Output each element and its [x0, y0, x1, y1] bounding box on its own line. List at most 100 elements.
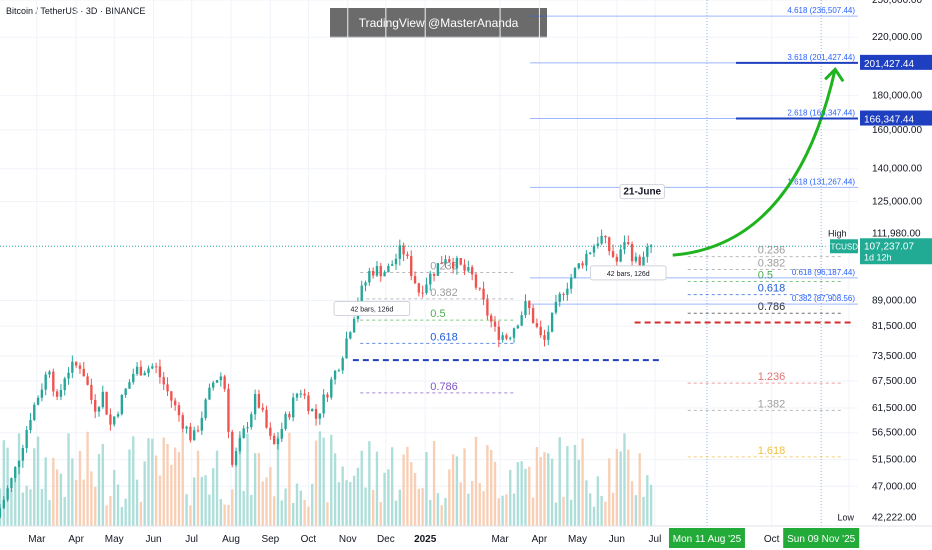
volume-bar: [116, 484, 120, 526]
volume-bar: [59, 473, 63, 526]
price-axis-tick: 220,000.00: [872, 32, 922, 43]
candle-body: [40, 389, 44, 398]
time-axis-tick: Jul: [185, 534, 198, 545]
candle-body: [10, 478, 13, 489]
high-marker-value: 111,980.00: [872, 229, 921, 240]
volume-bar: [490, 449, 493, 526]
candle-body: [97, 407, 101, 412]
volume-bar: [421, 488, 424, 526]
volume-bar: [82, 479, 85, 526]
price-axis-tick: 160,000.00: [872, 125, 922, 136]
candle-body: [94, 399, 97, 412]
candle-body: [181, 415, 184, 429]
candle-body: [173, 400, 177, 406]
chart-annotation: 42 bars, 126d: [589, 265, 667, 281]
volume-bar: [451, 454, 455, 526]
volume-bar: [265, 477, 268, 526]
candle-body: [520, 315, 523, 326]
candle-body: [531, 308, 535, 324]
price-axis-tick: 56,500.00: [872, 428, 917, 439]
candle-body: [158, 366, 162, 378]
volume-bar: [74, 479, 78, 526]
volume-bar: [94, 486, 97, 526]
volume-bar: [154, 455, 158, 526]
candle-body: [490, 315, 493, 322]
volume-bar: [21, 492, 25, 526]
candle-body: [425, 284, 428, 294]
volume-bar: [383, 472, 386, 526]
candle-body: [398, 245, 401, 259]
time-axis-tick: Apr: [68, 534, 84, 545]
volume-bar: [608, 458, 611, 526]
volume-bar: [246, 433, 249, 526]
price-axis-tick: 47,000.00: [872, 481, 917, 492]
candle-body: [562, 293, 565, 295]
volume-bar: [318, 431, 322, 526]
candle-body: [295, 393, 299, 398]
candle-body: [33, 404, 36, 421]
volume-bar: [364, 487, 367, 526]
candle-body: [151, 366, 154, 369]
volume-bar: [330, 434, 333, 526]
volume-bar: [448, 469, 451, 526]
volume-bar: [101, 443, 104, 526]
volume-bar: [25, 485, 28, 526]
price-axis-tick: 67,500.00: [872, 376, 917, 387]
volume-bar: [623, 433, 626, 526]
volume-bar: [600, 495, 603, 526]
candle-body: [128, 382, 131, 389]
volume-bar: [333, 453, 337, 526]
volume-bar: [520, 461, 523, 526]
candle-body: [162, 377, 165, 385]
volume-bar: [402, 454, 405, 526]
volume-bar: [48, 500, 51, 526]
candle-body: [223, 376, 226, 389]
candle-body: [78, 365, 82, 369]
volume-bar: [227, 504, 230, 526]
candle-body: [0, 508, 2, 518]
volume-bar: [135, 479, 139, 526]
candle-body: [558, 293, 561, 302]
time-axis-tick: Oct: [301, 534, 317, 545]
candle-body: [371, 270, 375, 276]
candle-body: [417, 283, 421, 293]
volume-bar: [630, 481, 634, 526]
annotation-label: 21-June: [623, 187, 661, 198]
candle-body: [349, 332, 352, 339]
volume-bar: [646, 475, 649, 526]
volume-bar: [128, 449, 131, 526]
candle-body: [90, 384, 93, 400]
volume-bar: [90, 471, 93, 526]
volume-bar: [196, 450, 200, 526]
volume-bar: [509, 469, 512, 526]
volume-bar: [642, 496, 645, 526]
fib-retracement-label: 0.618: [430, 331, 458, 343]
candle-body: [600, 235, 603, 244]
candle-body: [387, 265, 390, 273]
candle-body: [21, 447, 25, 461]
candle-body: [318, 413, 322, 419]
volume-bar: [436, 493, 440, 526]
candle-body: [569, 277, 573, 289]
candle-body: [596, 243, 599, 247]
fib-extension-label: 3.618 (201,427.44): [787, 53, 855, 62]
volume-bar: [215, 450, 219, 526]
volume-bar: [604, 501, 607, 526]
volume-bar: [105, 505, 108, 526]
candle-body: [619, 249, 622, 262]
candle-body: [608, 237, 611, 252]
low-marker-label: Low: [837, 512, 854, 522]
candle-body: [82, 368, 85, 377]
price-axis-tick: 73,500.00: [872, 351, 917, 362]
volume-bar: [52, 457, 55, 526]
volume-bar: [638, 453, 641, 526]
fib-retracement-label: 0.382: [430, 287, 458, 299]
chart-annotation: 42 bars, 126d: [333, 300, 411, 316]
candle-body: [204, 399, 207, 418]
volume-bar: [524, 468, 527, 526]
candle-body: [147, 368, 150, 373]
date-highlight-label: Mon 11 Aug '25: [673, 534, 742, 545]
candle-body: [242, 428, 245, 439]
volume-bar: [615, 448, 619, 526]
